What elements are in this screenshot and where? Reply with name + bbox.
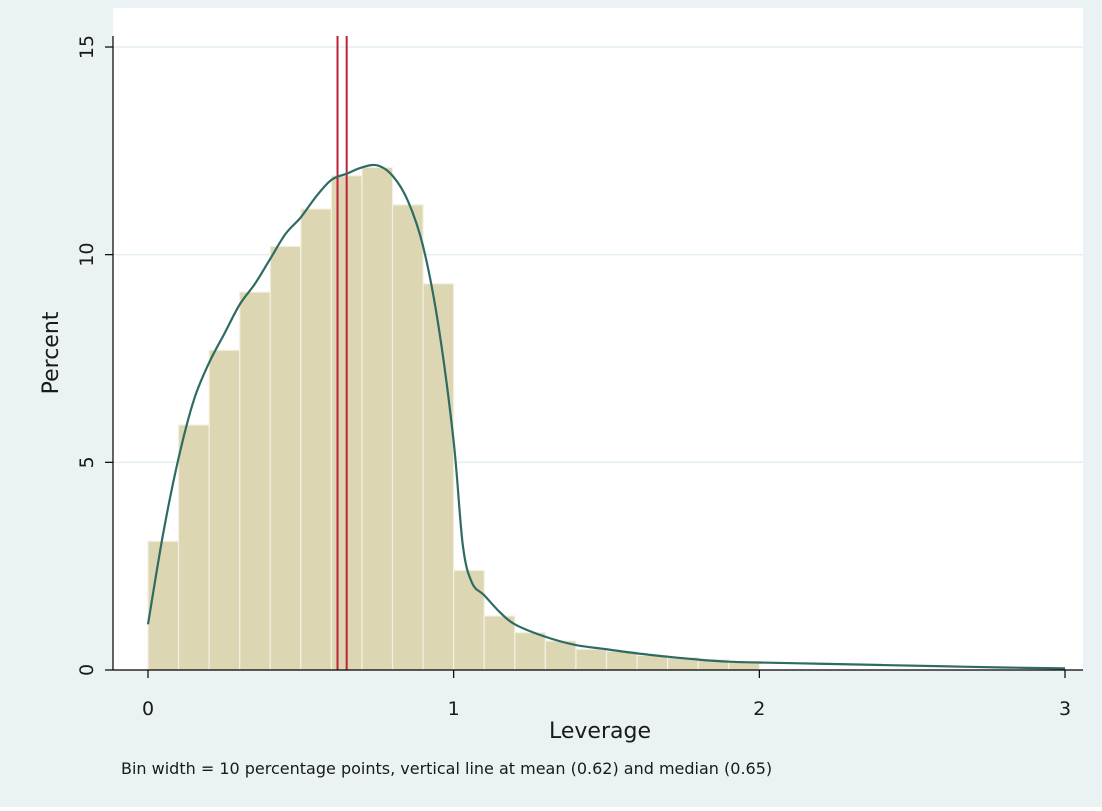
histogram-bar [422,283,455,671]
y-tick-label: 10 [76,243,98,267]
x-axis-ticks: 0 1 2 3 [142,670,1071,720]
y-axis-ticks: 0 5 10 15 [76,35,113,676]
histogram-bar [391,204,424,671]
y-tick-label: 15 [76,35,98,59]
x-tick-label: 3 [1059,698,1071,720]
histogram-bar [636,654,669,671]
histogram-bar [514,632,546,671]
histogram-bars [147,166,760,671]
histogram-bar [453,569,485,671]
reference-lines [336,36,348,670]
x-tick-label: 0 [142,698,154,720]
histogram-bar [483,615,516,671]
chart-note: Bin width = 10 percentage points, vertic… [121,759,772,778]
x-tick-label: 1 [448,698,460,720]
histogram-bar [269,245,302,671]
x-axis-label: Leverage [549,719,651,744]
histogram-bar [208,349,241,671]
y-tick-label: 5 [76,456,98,468]
histogram-bar [575,648,608,671]
x-tick-label: 2 [753,698,765,720]
y-tick-label: 0 [76,664,98,676]
histogram-bar [177,424,210,671]
histogram-bar [147,540,180,671]
density-curve [146,163,1066,670]
histogram-bar [300,208,333,671]
histogram-bar [239,291,271,671]
histogram-bar [361,166,394,671]
y-axis-label: Percent [39,311,64,394]
histogram-bar [605,650,638,671]
histogram-bar [544,640,577,671]
